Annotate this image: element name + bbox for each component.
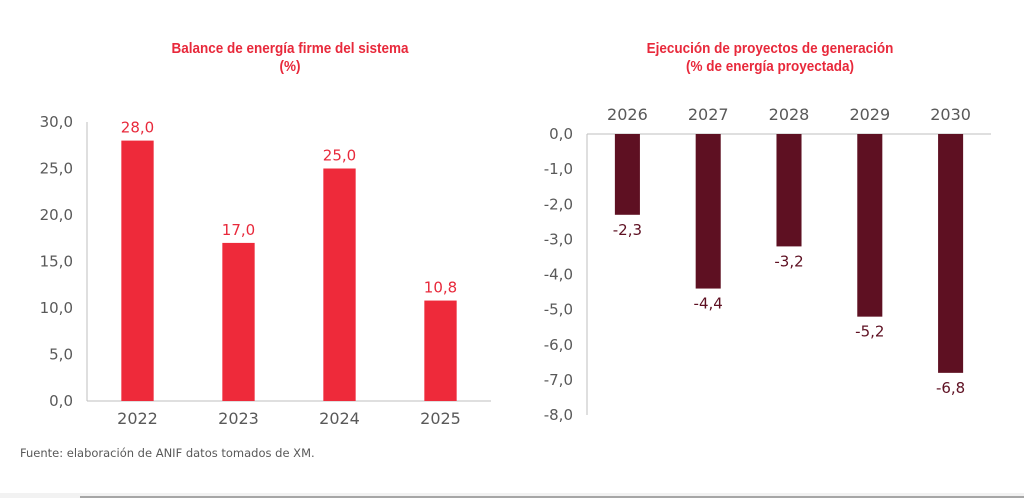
x-tick-label: 2022 (117, 409, 158, 428)
x-tick-label: 2023 (218, 409, 259, 428)
left-chart-title-line1: Balance de energía firme del sistema (171, 40, 409, 57)
x-tick-label: 2025 (420, 409, 461, 428)
bar-2029 (857, 134, 883, 317)
y-tick-label: -1,0 (544, 160, 573, 178)
x-tick-label: 2029 (849, 105, 890, 124)
bar-2022 (121, 140, 154, 401)
y-tick-label: 5,0 (49, 346, 73, 364)
y-tick-label: -7,0 (544, 371, 573, 389)
y-tick-label: -8,0 (544, 406, 573, 424)
y-tick-label: -4,0 (544, 266, 573, 284)
y-tick-label: 25,0 (40, 160, 73, 178)
y-tick-label: -3,0 (544, 230, 573, 248)
bar-2027 (695, 134, 721, 289)
footer-divider (80, 496, 1024, 498)
y-tick-label: 10,0 (40, 299, 73, 317)
y-tick-label: 0,0 (49, 392, 73, 410)
data-label: 10,8 (424, 279, 457, 297)
right-chart-subtitle: (% de energía proyectada) (685, 58, 855, 75)
y-tick-label: 0,0 (549, 125, 573, 143)
data-label: -4,4 (694, 295, 723, 313)
x-tick-label: 2024 (319, 409, 360, 428)
data-label: 17,0 (222, 221, 255, 239)
x-tick-label: 2026 (607, 105, 648, 124)
right-chart-title-line1: Ejecución de proyectos de generación (646, 40, 894, 57)
bar-2030 (938, 134, 964, 373)
bar-2025 (424, 300, 457, 401)
x-tick-label: 2028 (769, 105, 810, 124)
bar-2024 (323, 168, 356, 401)
left-chart-subtitle: (%) (279, 58, 301, 75)
footer-bar (0, 493, 1024, 498)
data-label: -2,3 (613, 221, 642, 239)
y-tick-label: 30,0 (40, 113, 73, 131)
left-chart-title: Balance de energía firme del sistema (%) (101, 40, 479, 76)
data-label: -5,2 (855, 323, 884, 341)
y-tick-label: -6,0 (544, 336, 573, 354)
y-tick-label: 20,0 (40, 206, 73, 224)
data-label: -6,8 (936, 379, 965, 397)
y-tick-label: 15,0 (40, 253, 73, 271)
right-chart-title: Ejecución de proyectos de generación (% … (581, 40, 959, 76)
x-tick-label: 2027 (688, 105, 729, 124)
source-note: Fuente: elaboración de ANIF datos tomado… (20, 446, 315, 460)
left-chart-balance-energia: 0,0 5,0 10,0 15,0 20,0 25,0 30,0 2022 28,0 2023 17… (40, 113, 491, 428)
data-label: -3,2 (774, 252, 803, 270)
data-label: 28,0 (121, 119, 154, 137)
right-chart-ejecucion-proyectos: 0,0 -1,0 -2,0 -3,0 -4,0 -5,0 -6,0 -7,0 -8,0 2026 -… (544, 105, 991, 424)
bar-2028 (776, 134, 802, 247)
y-tick-label: -2,0 (544, 195, 573, 213)
bar-2026 (614, 134, 640, 215)
data-label: 25,0 (323, 147, 356, 165)
bar-2023 (222, 242, 255, 401)
y-tick-label: -5,0 (544, 301, 573, 319)
x-tick-label: 2030 (930, 105, 971, 124)
